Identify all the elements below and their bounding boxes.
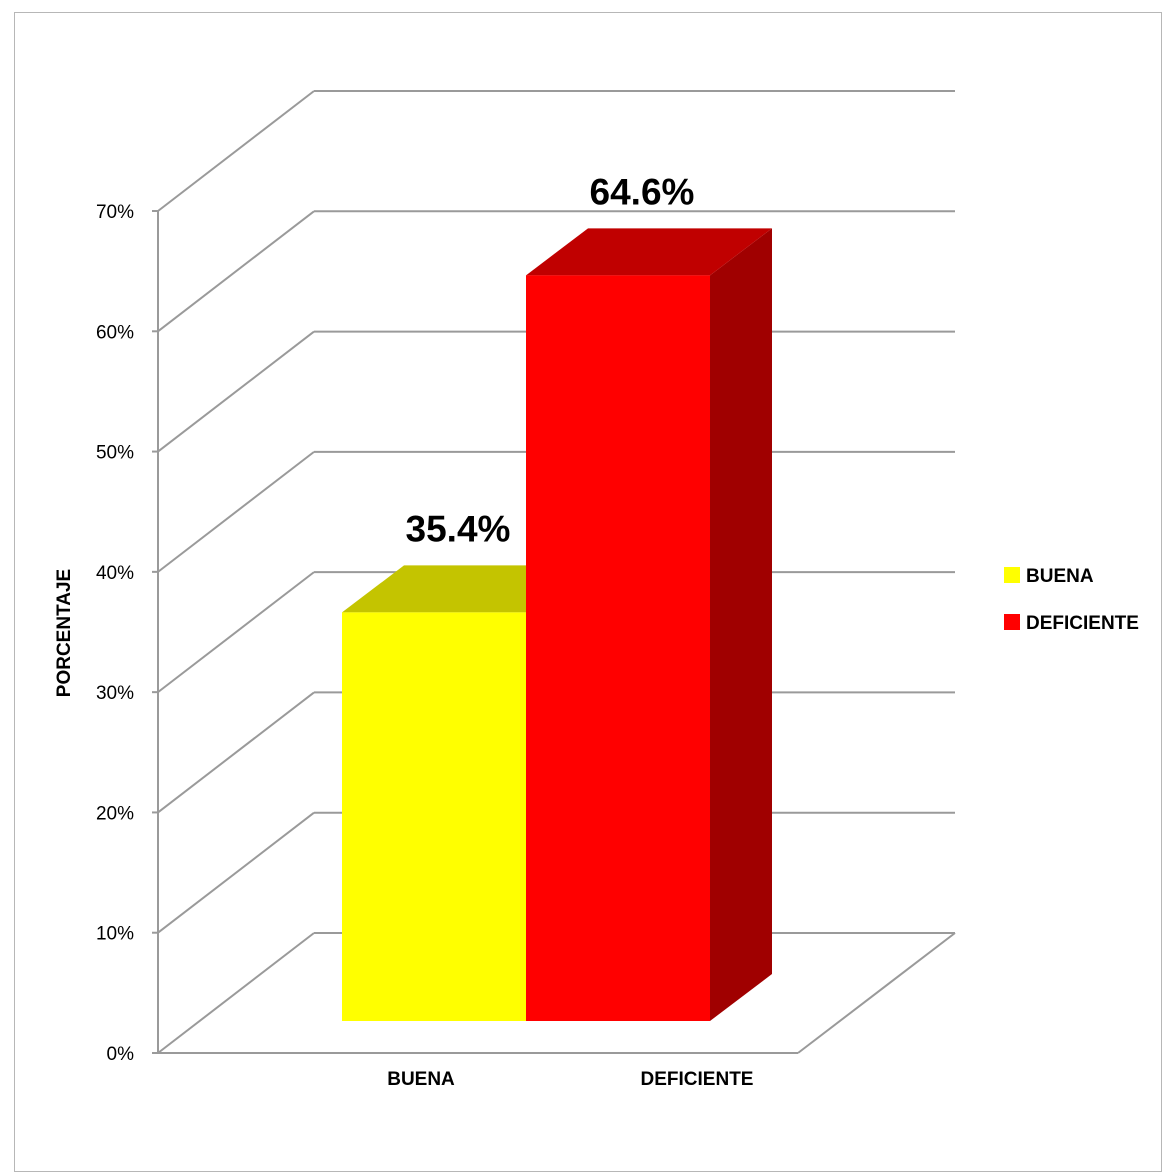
gridline-diagonal	[157, 691, 315, 814]
y-tick-label: 70%	[96, 202, 134, 223]
bar-side	[710, 228, 772, 1022]
data-label: 64.6%	[590, 171, 695, 212]
y-tick-label: 30%	[96, 683, 134, 704]
floor-right-edge	[797, 932, 956, 1054]
gridline-diagonal	[157, 932, 315, 1054]
gridline-diagonal	[157, 811, 315, 934]
y-axis-ticks: 0% 10% 20% 30% 40% 50% 60% 70%	[96, 202, 134, 1065]
legend: BUENA DEFICIENTE	[1004, 566, 1139, 634]
y-tick-label: 0%	[107, 1044, 135, 1065]
legend-label: BUENA	[1026, 566, 1094, 587]
x-axis-labels: BUENA DEFICIENTE	[387, 1069, 753, 1090]
chart-walls	[157, 211, 956, 1054]
bars	[342, 228, 772, 1022]
y-tick-label: 60%	[96, 322, 134, 343]
y-tick-label: 50%	[96, 443, 134, 464]
bar-front	[342, 612, 526, 1021]
y-tick-label: 10%	[96, 924, 134, 945]
legend-label: DEFICIENTE	[1026, 613, 1139, 634]
gridline-diagonal	[157, 571, 315, 693]
y-axis-title: PORCENTAJE	[54, 569, 75, 697]
legend-swatch	[1004, 614, 1020, 630]
legend-item: DEFICIENTE	[1004, 613, 1139, 634]
bar-front	[526, 275, 710, 1021]
bar-top	[526, 228, 772, 276]
gridline-diagonal	[157, 330, 315, 453]
y-tick-label: 40%	[96, 563, 134, 584]
gridline-diagonal	[157, 451, 315, 573]
data-label: 35.4%	[406, 508, 511, 549]
gridline-diagonal	[157, 210, 315, 333]
bar-deficiente	[526, 228, 772, 1022]
x-tick-label: BUENA	[387, 1069, 455, 1090]
x-tick-label: DEFICIENTE	[641, 1069, 754, 1090]
legend-item: BUENA	[1004, 566, 1094, 587]
y-tick-label: 20%	[96, 803, 134, 824]
gridline-diagonal	[157, 90, 315, 212]
data-labels: 35.4% 64.6%	[406, 171, 695, 549]
legend-swatch	[1004, 567, 1020, 583]
